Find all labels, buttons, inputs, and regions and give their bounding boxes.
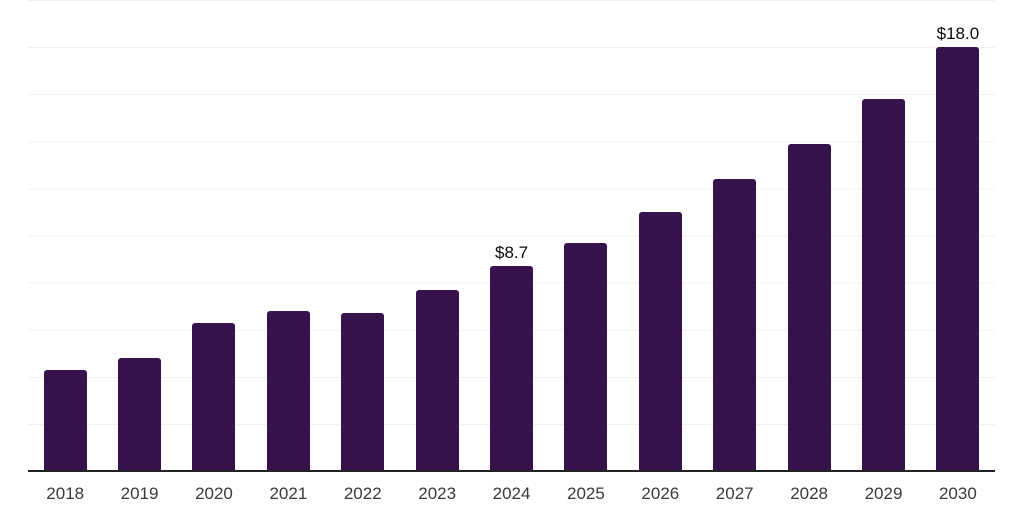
x-tick-label-2027: 2027	[715, 484, 754, 503]
bar-2024	[490, 266, 534, 471]
bar-slot-2030: $18.0	[921, 0, 995, 471]
bar-2026	[638, 211, 682, 471]
x-axis-labels: 2018 2019 2020 2021 2022 2023 2024 2025 2026 2027…	[28, 471, 995, 502]
bars-container: $8.7 $18.0	[28, 0, 995, 471]
x-tick-label-2030: 2030	[938, 484, 977, 503]
x-tick-label-2023: 2023	[418, 484, 457, 503]
bar-slot-2023	[400, 0, 474, 471]
x-tick-label-2029: 2029	[864, 484, 903, 503]
bar-2030	[936, 47, 980, 471]
x-tick-label-2018: 2018	[46, 484, 85, 503]
x-tick-label-2024: 2024	[492, 484, 531, 503]
x-tick-label-2020: 2020	[195, 484, 233, 503]
bar-slot-2024: $8.7	[474, 0, 548, 471]
x-tick-label-2021: 2021	[269, 484, 308, 503]
x-tick-label-2022: 2022	[343, 484, 382, 503]
bar-2019	[118, 358, 162, 471]
bar-slot-2025	[549, 0, 623, 471]
bar-slot-2027	[698, 0, 772, 471]
bar-2027	[713, 179, 757, 471]
x-axis-line	[28, 470, 995, 472]
bar-2021	[266, 310, 310, 471]
bar-slot-2022	[326, 0, 400, 471]
bar-2025	[564, 242, 608, 471]
bar-slot-2026	[623, 0, 697, 471]
bar-slot-2018	[28, 0, 102, 471]
bar-2022	[341, 313, 385, 471]
bar-2029	[861, 98, 905, 471]
bar-slot-2029	[846, 0, 920, 471]
bar-2020	[192, 322, 236, 471]
plot-area: $8.7 $18.0	[28, 0, 995, 472]
bar-2023	[415, 289, 459, 471]
bar-2028	[787, 143, 831, 471]
x-tick-label-2028: 2028	[790, 484, 829, 503]
bar-slot-2028	[772, 0, 846, 471]
bar-slot-2021	[251, 0, 325, 471]
bar-2018	[43, 369, 87, 471]
bar-value-label-2030: $18.0	[936, 24, 980, 44]
bar-slot-2020	[177, 0, 251, 471]
x-tick-label-2025: 2025	[567, 484, 605, 503]
x-tick-label-2026: 2026	[641, 484, 680, 503]
x-tick-label-2019: 2019	[120, 484, 159, 503]
bar-value-label-2024: $8.7	[494, 243, 529, 263]
bar-slot-2019	[102, 0, 176, 471]
